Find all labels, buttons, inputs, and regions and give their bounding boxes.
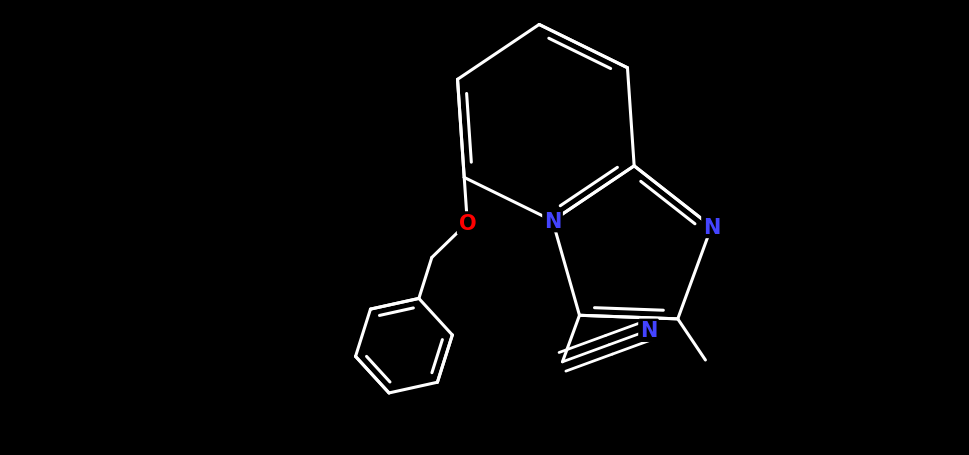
Text: N: N bbox=[703, 217, 720, 237]
Text: O: O bbox=[458, 213, 476, 233]
Text: N: N bbox=[640, 321, 657, 340]
Text: N: N bbox=[544, 211, 561, 231]
